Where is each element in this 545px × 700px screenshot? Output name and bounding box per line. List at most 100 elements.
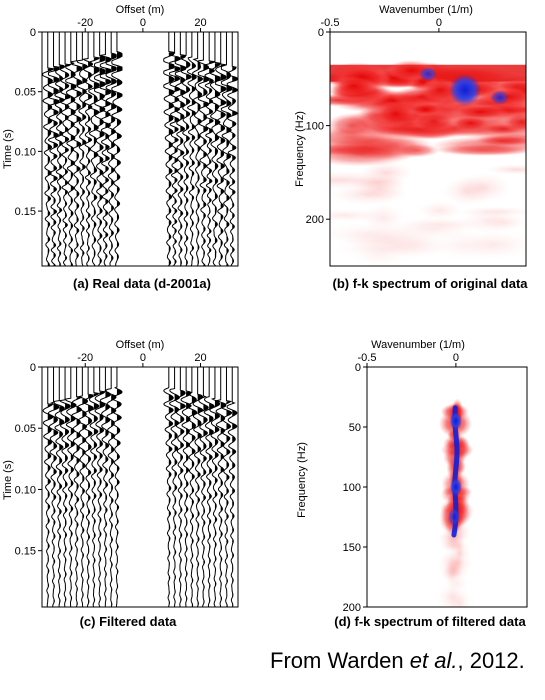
panel-c-trace — [59, 367, 71, 607]
panel-b-energy-blob — [395, 217, 487, 232]
panel-c-trace — [220, 367, 233, 607]
panel-a-xtick-label: -20 — [77, 17, 93, 29]
panel-c-trace — [88, 367, 101, 607]
panel-a-xtick-label: 0 — [140, 17, 146, 29]
panel-b-energy-blob — [330, 142, 414, 167]
panel-a-yticks: 0 0.05 0.10 0.15 — [15, 27, 42, 218]
panel-d-peak — [448, 508, 461, 526]
panel-b-energy-blob — [467, 232, 521, 259]
panel-d-peak — [449, 478, 462, 496]
panel-c-ytick-label: 0 — [30, 362, 36, 374]
panel-d-energy-blob — [437, 551, 466, 581]
panel-c-frame — [41, 366, 239, 608]
panel-c-caption: (c) Filtered data — [80, 614, 178, 629]
panel-b-ytick-label: 100 — [306, 121, 324, 133]
panel-c-xtick-label: -20 — [77, 352, 93, 364]
panel-c: Offset (m) Time (s) -20 0 20 0 0.05 0.10 0.15… — [2, 339, 239, 629]
panel-d-xticks: -0.5 0 — [358, 352, 459, 367]
panel-a-trace — [47, 32, 60, 266]
panel-b-yticks: 0 100 200 — [306, 27, 330, 226]
panel-a-trace — [71, 32, 83, 266]
panel-a-xlabel: Offset (m) — [116, 4, 165, 16]
panel-b-peak — [419, 67, 437, 82]
panel-c-ytick-label: 0.10 — [15, 484, 36, 496]
panel-b-energy-blob — [473, 135, 526, 147]
panel-c-trace — [175, 367, 186, 607]
panel-a-trace — [186, 32, 197, 266]
panel-b-caption: (b) f-k spectrum of original data — [332, 276, 528, 291]
panel-d-ytick-label: 0 — [355, 362, 361, 374]
panel-a-trace — [111, 32, 123, 266]
panel-c-trace — [215, 367, 227, 607]
panel-b-energy-blob — [417, 201, 462, 220]
panel-d-caption: (d) f-k spectrum of filtered data — [334, 614, 526, 629]
panel-d-ytick-label: 150 — [343, 542, 361, 554]
panel-d-heatmap — [435, 398, 476, 607]
panel-a-ytick-label: 0.15 — [15, 206, 36, 218]
panel-c-trace — [111, 367, 123, 607]
panel-c-ylabel: Time (s) — [2, 460, 14, 500]
panel-b-ytick-label: 0 — [318, 27, 324, 39]
panel-b-energy-blob — [455, 173, 511, 203]
panel-d-xtick-label: -0.5 — [358, 352, 377, 364]
panel-a-trace — [99, 32, 112, 266]
panel-d: Wavenumber (1/m) Frequency (Hz) -0.5 0 05… — [296, 339, 528, 629]
panel-c-trace — [169, 367, 180, 607]
panel-c-trace — [76, 367, 88, 607]
panel-c-yticks: 0 0.05 0.10 0.15 — [15, 362, 42, 558]
panel-b-energy-blob — [420, 78, 460, 102]
credit-suffix: , 2012. — [457, 648, 525, 673]
panel-b-peak — [490, 90, 509, 105]
panel-d-energy-blob — [449, 539, 469, 554]
panel-d-peak — [449, 412, 462, 430]
panel-b-xlabel: Wavenumber (1/m) — [379, 4, 473, 16]
panel-c-trace — [94, 367, 106, 607]
panel-a-caption: (a) Real data (d-2001a) — [73, 276, 211, 291]
panel-a-ylabel: Time (s) — [2, 129, 14, 169]
panel-a-trace — [220, 32, 233, 266]
panel-b-energy-blob — [330, 76, 377, 96]
panel-d-yticks: 0 50 100 150 200 — [343, 362, 367, 614]
panel-a-trace — [180, 32, 192, 266]
panel-a-trace — [226, 32, 238, 266]
panel-c-ytick-label: 0.15 — [15, 546, 36, 558]
panel-a-trace — [59, 32, 72, 266]
panel-a: Offset (m) Time (s) -20 0 20 0 0.05 0.10 0.15… — [2, 4, 239, 291]
panel-b-energy-blob — [352, 175, 407, 202]
panel-b-energy-blob — [502, 111, 526, 133]
panel-d-ytick-label: 100 — [343, 482, 361, 494]
panel-b-energy-blob — [330, 209, 383, 222]
panel-b-energy-blob — [479, 214, 526, 231]
panel-c-xticks: -20 0 20 — [77, 352, 207, 367]
panel-c-trace — [65, 367, 77, 607]
panel-c-trace — [180, 367, 192, 607]
panel-d-ylabel: Frequency (Hz) — [296, 442, 308, 518]
panel-b-energy-blob — [450, 104, 510, 120]
panel-c-xtick-label: 20 — [194, 352, 206, 364]
panel-b: Wavenumber (1/m) Frequency (Hz) -0.5 0 01… — [294, 4, 528, 291]
panel-a-trace — [54, 32, 65, 266]
panel-d-xtick-label: 0 — [453, 352, 459, 364]
panel-a-frame — [41, 31, 239, 267]
panel-b-ytick-label: 200 — [306, 214, 324, 226]
panel-c-trace — [209, 367, 221, 607]
panel-c-trace — [47, 367, 60, 607]
panel-a-ytick-label: 0.05 — [15, 87, 36, 99]
panel-c-trace — [163, 367, 174, 607]
panel-a-trace — [88, 32, 100, 266]
panel-a-trace — [209, 32, 221, 266]
panel-a-trace — [174, 32, 186, 266]
panel-c-trace — [197, 367, 209, 607]
panel-a-trace — [76, 32, 88, 266]
panel-a-traces — [42, 32, 238, 266]
panel-c-trace — [53, 367, 65, 607]
panel-a-trace — [203, 32, 216, 266]
panel-d-xlabel: Wavenumber (1/m) — [371, 339, 465, 351]
panel-c-xtick-label: 0 — [140, 352, 146, 364]
panel-b-energy-blob — [409, 110, 459, 132]
panel-c-trace — [42, 367, 54, 607]
panel-a-ytick-label: 0 — [30, 27, 36, 39]
panel-b-peak — [449, 74, 482, 107]
figure-credit: From Warden et al., 2012. — [270, 648, 525, 674]
